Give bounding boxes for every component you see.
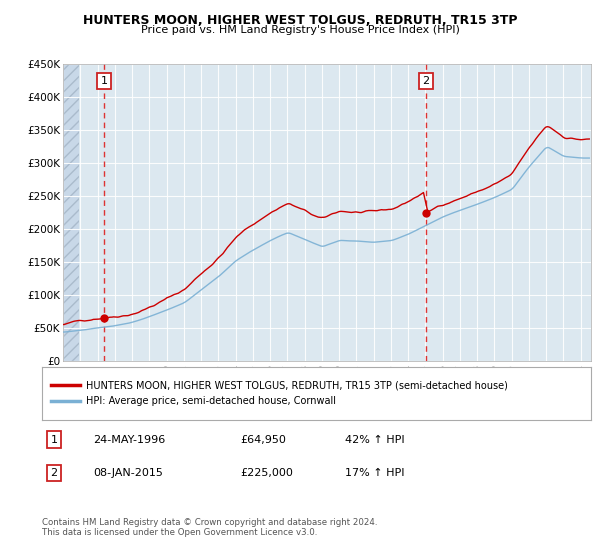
Bar [63, 64, 79, 361]
Text: 24-MAY-1996: 24-MAY-1996 [93, 435, 165, 445]
Text: 1: 1 [100, 76, 107, 86]
Text: 1: 1 [50, 435, 58, 445]
Text: 2: 2 [422, 76, 430, 86]
Text: 42% ↑ HPI: 42% ↑ HPI [345, 435, 404, 445]
Text: 08-JAN-2015: 08-JAN-2015 [93, 468, 163, 478]
Text: HUNTERS MOON, HIGHER WEST TOLGUS, REDRUTH, TR15 3TP: HUNTERS MOON, HIGHER WEST TOLGUS, REDRUT… [83, 14, 517, 27]
Text: £225,000: £225,000 [240, 468, 293, 478]
Text: 2: 2 [50, 468, 58, 478]
Text: Price paid vs. HM Land Registry's House Price Index (HPI): Price paid vs. HM Land Registry's House … [140, 25, 460, 35]
Text: 17% ↑ HPI: 17% ↑ HPI [345, 468, 404, 478]
Text: Contains HM Land Registry data © Crown copyright and database right 2024.
This d: Contains HM Land Registry data © Crown c… [42, 518, 377, 538]
Text: £64,950: £64,950 [240, 435, 286, 445]
Legend: HUNTERS MOON, HIGHER WEST TOLGUS, REDRUTH, TR15 3TP (semi-detached house), HPI: : HUNTERS MOON, HIGHER WEST TOLGUS, REDRUT… [47, 376, 512, 410]
